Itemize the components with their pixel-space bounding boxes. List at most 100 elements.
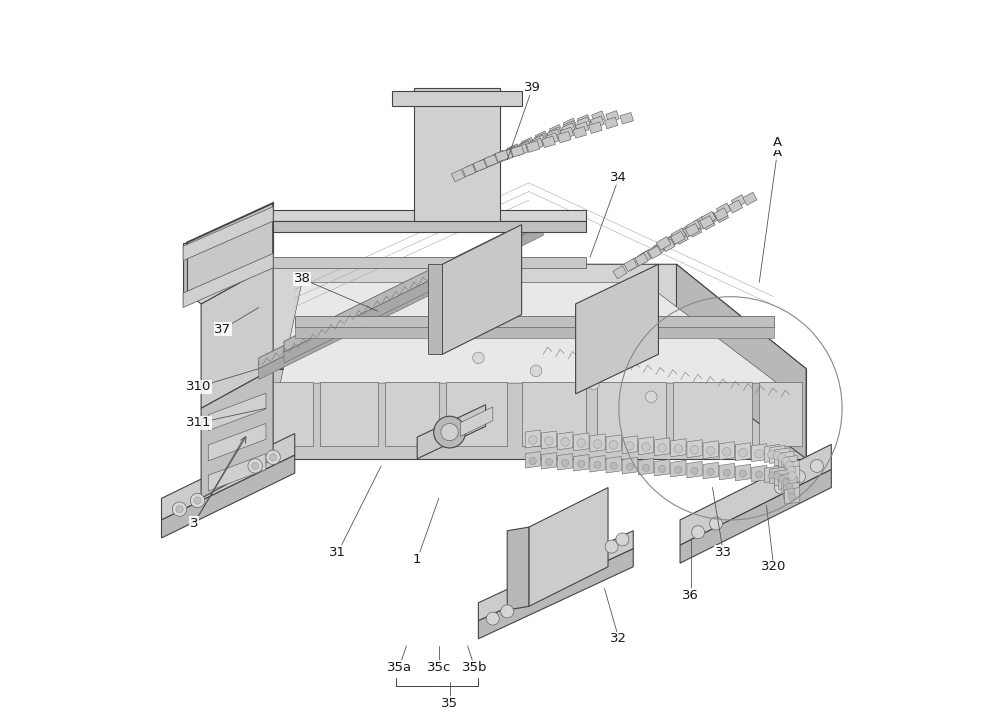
Text: 320: 320	[761, 560, 786, 573]
Circle shape	[578, 461, 585, 468]
Polygon shape	[576, 265, 658, 394]
Text: 31: 31	[329, 546, 346, 559]
Polygon shape	[589, 122, 602, 134]
Circle shape	[710, 517, 723, 530]
Polygon shape	[499, 149, 513, 161]
Polygon shape	[675, 231, 688, 244]
Polygon shape	[597, 382, 666, 446]
Polygon shape	[676, 265, 806, 458]
Circle shape	[434, 416, 465, 448]
Polygon shape	[606, 111, 619, 123]
Polygon shape	[673, 382, 752, 446]
Polygon shape	[784, 461, 799, 479]
Circle shape	[270, 454, 277, 461]
Circle shape	[248, 458, 262, 473]
Polygon shape	[735, 442, 751, 461]
Polygon shape	[451, 169, 465, 181]
Circle shape	[609, 440, 618, 449]
Polygon shape	[703, 462, 718, 479]
Circle shape	[562, 459, 569, 466]
Polygon shape	[784, 487, 800, 504]
Polygon shape	[563, 119, 577, 131]
Polygon shape	[558, 453, 573, 470]
Polygon shape	[664, 236, 678, 249]
Text: 32: 32	[610, 633, 627, 646]
Polygon shape	[591, 116, 604, 128]
Polygon shape	[735, 464, 751, 481]
Circle shape	[690, 445, 699, 454]
Polygon shape	[573, 127, 587, 138]
Polygon shape	[770, 445, 785, 463]
Polygon shape	[691, 220, 704, 233]
Polygon shape	[590, 434, 605, 452]
Circle shape	[441, 424, 458, 441]
Polygon shape	[428, 265, 442, 354]
Circle shape	[788, 471, 796, 480]
Polygon shape	[442, 225, 522, 354]
Polygon shape	[259, 228, 522, 369]
Circle shape	[723, 469, 730, 476]
Polygon shape	[624, 259, 638, 272]
Circle shape	[645, 391, 657, 403]
Polygon shape	[574, 455, 589, 471]
Polygon shape	[702, 217, 715, 230]
Circle shape	[773, 451, 782, 460]
Polygon shape	[520, 140, 533, 152]
Polygon shape	[686, 220, 701, 234]
Polygon shape	[473, 160, 487, 172]
Polygon shape	[532, 135, 546, 147]
Polygon shape	[478, 531, 633, 621]
Polygon shape	[484, 155, 498, 167]
Polygon shape	[244, 265, 806, 369]
Circle shape	[530, 365, 542, 377]
Polygon shape	[414, 87, 500, 221]
Text: 35a: 35a	[387, 661, 412, 674]
Circle shape	[545, 458, 553, 466]
Polygon shape	[545, 133, 559, 145]
Polygon shape	[680, 469, 831, 563]
Polygon shape	[507, 527, 529, 610]
Polygon shape	[693, 216, 707, 229]
Polygon shape	[759, 382, 802, 446]
Polygon shape	[671, 228, 686, 241]
Polygon shape	[784, 482, 799, 499]
Circle shape	[486, 612, 499, 625]
Text: 38: 38	[294, 272, 310, 285]
Polygon shape	[764, 466, 780, 482]
Polygon shape	[525, 452, 541, 468]
Polygon shape	[648, 246, 662, 259]
Polygon shape	[526, 141, 540, 153]
Circle shape	[792, 470, 805, 483]
Polygon shape	[613, 265, 627, 279]
Polygon shape	[651, 244, 664, 256]
Polygon shape	[518, 141, 531, 153]
Polygon shape	[183, 250, 273, 304]
Polygon shape	[477, 158, 490, 171]
Circle shape	[561, 437, 569, 446]
Polygon shape	[700, 215, 714, 228]
Polygon shape	[479, 157, 493, 169]
Polygon shape	[775, 448, 790, 466]
Polygon shape	[549, 124, 563, 137]
Circle shape	[625, 442, 634, 450]
Circle shape	[788, 488, 795, 495]
Polygon shape	[671, 439, 686, 457]
Circle shape	[691, 467, 698, 474]
Polygon shape	[703, 441, 718, 458]
Polygon shape	[638, 437, 654, 455]
Circle shape	[722, 448, 731, 456]
Polygon shape	[320, 382, 378, 446]
Circle shape	[768, 450, 776, 459]
Polygon shape	[680, 224, 694, 238]
Polygon shape	[688, 224, 702, 237]
Polygon shape	[578, 114, 591, 127]
Polygon shape	[775, 469, 790, 486]
Polygon shape	[666, 233, 680, 246]
Polygon shape	[201, 265, 273, 408]
Polygon shape	[284, 225, 543, 363]
Circle shape	[528, 436, 537, 445]
Polygon shape	[295, 327, 774, 338]
Circle shape	[692, 526, 705, 539]
Circle shape	[642, 442, 650, 451]
Polygon shape	[653, 241, 667, 254]
